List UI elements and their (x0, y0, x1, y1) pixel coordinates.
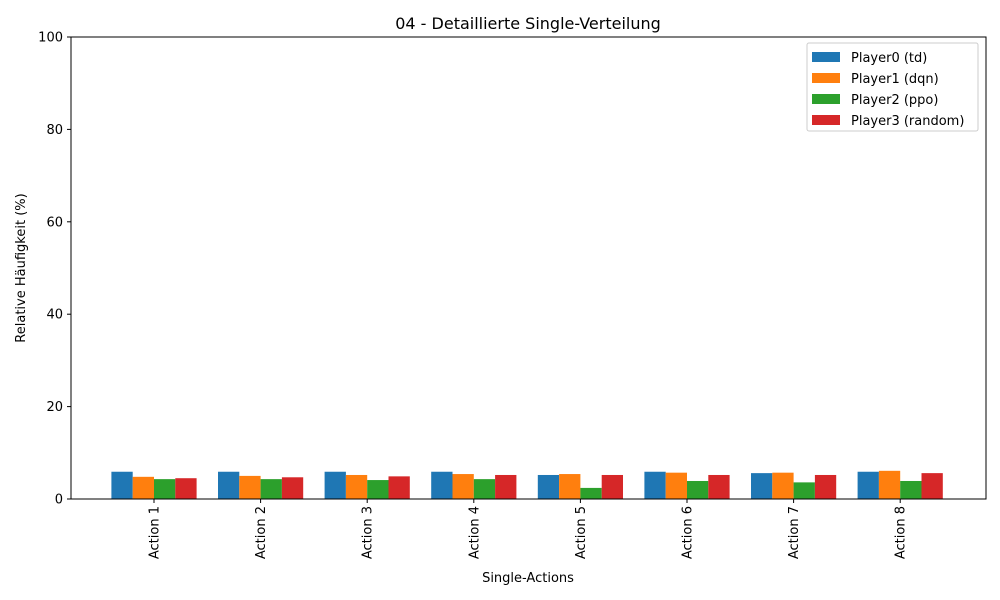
bar-series-2-category-1 (260, 479, 282, 499)
bar-series-2-category-7 (900, 480, 922, 499)
bar-series-1-category-0 (132, 476, 154, 499)
y-tick-label: 0 (55, 493, 63, 508)
legend-label-2: Player2 (ppo) (851, 93, 938, 108)
y-tick-label: 40 (46, 308, 63, 323)
x-tick-label: Action 7 (787, 506, 802, 559)
legend-swatch-1 (812, 73, 840, 83)
bar-series-1-category-4 (559, 474, 581, 499)
x-tick-label: Action 4 (467, 506, 482, 559)
bar-series-0-category-5 (644, 471, 666, 499)
x-tick-label: Action 1 (148, 506, 163, 559)
x-ticks-group: Action 1 Action 2 Action 3 Action 4 Action 5… (148, 499, 909, 559)
bar-series-1-category-1 (239, 475, 261, 499)
bar-series-0-category-1 (218, 471, 240, 499)
bar-series-2-category-6 (793, 482, 815, 499)
x-tick-label: Action 8 (894, 506, 909, 559)
bar-series-0-category-2 (324, 471, 346, 499)
x-tick-label: Action 5 (574, 506, 589, 559)
legend: Player0 (td) Player1 (dqn) Player2 (ppo) Pl… (806, 42, 979, 132)
bar-series-3-category-2 (388, 476, 410, 499)
y-tick-label: 20 (46, 400, 63, 415)
bar-series-0-category-6 (751, 473, 773, 499)
y-tick-label: 100 (38, 31, 63, 46)
bar-series-3-category-5 (708, 474, 730, 499)
bar-series-1-category-6 (772, 472, 794, 499)
x-tick-label: Action 3 (361, 506, 376, 559)
bar-series-1-category-3 (452, 474, 474, 499)
bar-series-3-category-7 (921, 473, 943, 499)
bar-series-0-category-7 (857, 471, 879, 499)
y-tick-label: 80 (46, 123, 63, 138)
legend-box (806, 42, 979, 132)
bar-series-0-category-4 (537, 474, 560, 499)
bar-series-1-category-2 (345, 474, 368, 499)
bar-series-3-category-6 (814, 474, 837, 499)
legend-label-1: Player1 (dqn) (851, 72, 939, 87)
plot-frame (70, 36, 987, 500)
bar-series-2-category-4 (580, 487, 602, 499)
bar-series-3-category-1 (281, 477, 304, 499)
bar-series-0-category-3 (431, 471, 453, 499)
legend-label-0: Player0 (td) (851, 51, 927, 66)
bar-series-3-category-0 (175, 478, 197, 499)
y-ticks-group: 0 20 40 60 80 100 (38, 31, 71, 508)
legend-swatch-2 (812, 94, 840, 104)
legend-swatch-0 (812, 52, 840, 62)
bar-series-1-category-7 (878, 470, 901, 499)
bar-series-2-category-5 (687, 480, 709, 499)
chart-title: 04 - Detaillierte Single-Verteilung (395, 14, 661, 33)
bars-group (111, 470, 943, 499)
bar-series-2-category-3 (473, 479, 496, 499)
bar-series-3-category-4 (601, 474, 623, 499)
bar-series-1-category-5 (665, 472, 687, 499)
bar-series-2-category-2 (367, 480, 389, 499)
bar-series-3-category-3 (495, 474, 517, 499)
y-axis-label: Relative Häufigkeit (%) (14, 193, 29, 342)
x-tick-label: Action 6 (681, 506, 696, 559)
x-tick-label: Action 2 (254, 506, 269, 559)
y-tick-label: 60 (46, 215, 63, 230)
legend-swatch-3 (812, 115, 840, 125)
x-axis-label: Single-Actions (482, 571, 574, 586)
bar-series-2-category-0 (154, 479, 176, 499)
bar-series-0-category-0 (111, 471, 133, 499)
legend-label-3: Player3 (random) (851, 114, 964, 129)
